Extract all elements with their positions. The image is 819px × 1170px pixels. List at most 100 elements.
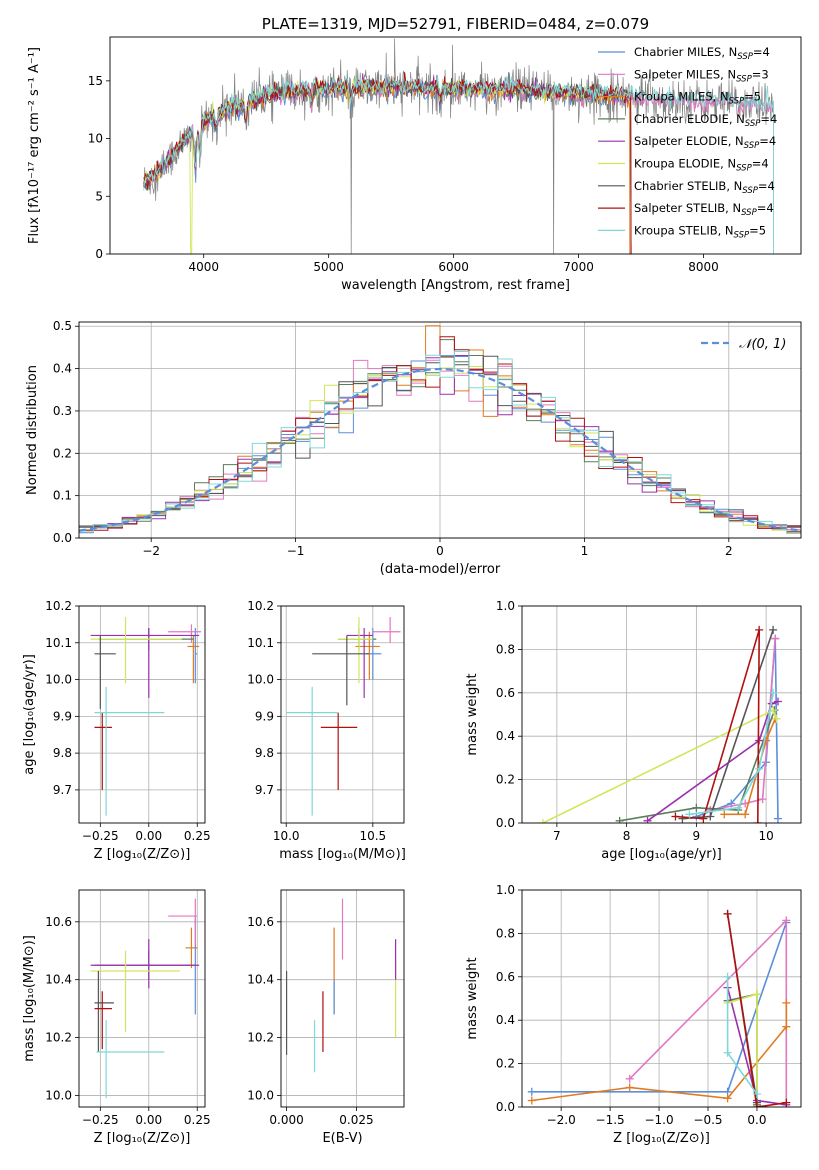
data-point-marker <box>734 803 743 812</box>
series-line <box>619 709 776 822</box>
legend-entry: 𝒩(0, 1) <box>739 337 786 352</box>
legend-entry: Chabrier ELODIE, NSSP=4 <box>634 112 777 129</box>
series-line <box>724 718 776 816</box>
data-point-marker <box>755 625 764 634</box>
legend-entry: Chabrier STELIB, NSSP=4 <box>634 179 775 196</box>
y-axis-label: mass weight <box>465 673 480 755</box>
error-bar-point <box>90 617 182 684</box>
legend-entry: Kroupa MILES, NSSP=5 <box>634 90 761 107</box>
y-tick-label: 10.1 <box>247 636 274 650</box>
data-point-marker <box>752 1103 761 1107</box>
panel-mass_Z: −0.25 0.00 0.25 10.0 10.2 10.4 10.6 Z [log₁₀(Z/… <box>22 889 211 1146</box>
y-tick-label: 10.4 <box>247 973 274 987</box>
x-tick-label: 0.0 <box>747 1113 766 1127</box>
data-point-marker <box>671 812 680 821</box>
data-point-marker <box>625 1074 634 1083</box>
y-tick-label: 9.7 <box>255 783 274 797</box>
error-bar-point <box>94 686 165 816</box>
series-line <box>647 700 779 822</box>
panel-age_Z: −0.25 0.00 0.25 9.7 9.8 9.9 10.0 10.1 10.2 Z [log… <box>22 599 211 862</box>
data-point-marker <box>527 1096 536 1105</box>
data-point-marker <box>699 814 708 823</box>
y-tick-label: 0.0 <box>496 1100 515 1114</box>
y-tick-label: 10.4 <box>45 973 72 987</box>
y-tick-label: 0 <box>95 247 103 261</box>
error-bar-point <box>90 628 200 698</box>
x-tick-label: 7 <box>553 829 561 843</box>
observed-spectrum <box>143 38 774 254</box>
x-tick-label: 0.25 <box>184 829 211 843</box>
x-tick-label: −1.5 <box>596 1113 625 1127</box>
data-point-marker <box>755 764 764 773</box>
series <box>723 909 791 1107</box>
error-bar-point <box>194 628 198 684</box>
y-tick-label: 10.6 <box>247 915 274 929</box>
axes-frame <box>78 605 206 824</box>
y-tick-label: 0.2 <box>53 446 72 460</box>
data-point-marker <box>771 634 780 643</box>
x-axis-label: age [log₁₀(age/yr)] <box>601 847 722 862</box>
data-point-marker <box>782 1098 791 1107</box>
data-point-marker <box>685 810 694 819</box>
data-point-marker <box>773 697 782 706</box>
y-tick-label: 10.6 <box>45 915 72 929</box>
data-point-marker <box>753 819 762 823</box>
data-point-marker <box>615 816 624 823</box>
data-point-marker <box>772 714 781 723</box>
y-tick-label: 10.2 <box>45 599 72 613</box>
x-tick-label: 1 <box>581 544 589 558</box>
y-tick-label: 10.2 <box>247 1031 274 1045</box>
x-tick-label: 8000 <box>688 260 719 274</box>
residual-histogram <box>79 351 801 534</box>
x-tick-label: 0.025 <box>339 1113 373 1127</box>
x-tick-label: 8 <box>623 829 631 843</box>
legend-entry: Kroupa STELIB, NSSP=5 <box>634 223 766 240</box>
data-point-marker <box>769 688 778 697</box>
y-tick-label: 10.0 <box>247 1088 274 1102</box>
y-tick-label: 9.8 <box>255 746 274 760</box>
x-tick-label: 5000 <box>313 260 344 274</box>
error-bar-point <box>90 950 180 1032</box>
x-tick-label: −1.0 <box>644 1113 673 1127</box>
data-point-marker <box>752 1089 761 1098</box>
data-point-marker <box>782 1022 791 1031</box>
y-axis-label: Normed distribution <box>25 365 40 495</box>
x-tick-label: 2 <box>725 544 733 558</box>
data-point-marker <box>773 814 782 823</box>
series <box>615 706 779 823</box>
error-bar-point <box>94 971 114 1053</box>
x-tick-label: −2 <box>142 544 160 558</box>
series-line <box>689 692 774 816</box>
x-axis-label: Z [log₁₀(Z/Z⊙)] <box>613 1131 710 1146</box>
y-tick-label: 15 <box>88 74 103 88</box>
x-axis-label: (data-model)/error <box>380 562 501 577</box>
data-point-marker <box>782 916 791 925</box>
x-tick-label: 10.5 <box>359 829 386 843</box>
x-tick-label: 10 <box>758 829 773 843</box>
panel-massweight_Z: −2.0 −1.5 −1.0 −0.5 0.0 0.0 0.2 0.4 0.6 0.8 1.0 Z [… <box>465 883 802 1146</box>
model-spectrum-line <box>143 79 631 254</box>
y-axis-label: age [log₁₀(age/yr)] <box>22 654 37 775</box>
x-axis-label: Z [log₁₀(Z/Z⊙)] <box>94 847 191 862</box>
axes-frame <box>521 605 802 824</box>
x-axis-label: mass [log₁₀(M/M⊙)] <box>279 847 406 862</box>
x-tick-label: 10.0 <box>273 829 300 843</box>
y-tick-label: 10.1 <box>45 636 72 650</box>
legend-entry: Salpeter STELIB, NSSP=4 <box>634 201 774 218</box>
chart-title: PLATE=1319, MJD=52791, FIBERID=0484, z=0… <box>262 15 649 33</box>
x-tick-label: −0.25 <box>82 1113 119 1127</box>
y-tick-label: 9.9 <box>255 709 274 723</box>
y-tick-label: 0.6 <box>496 686 515 700</box>
y-axis-label: Flux [fλ10⁻¹⁷ erg cm⁻² s⁻¹ A⁻¹] <box>27 47 42 244</box>
series-line <box>726 913 787 1107</box>
data-point-marker <box>769 625 778 634</box>
x-axis-label: wavelength [Angstrom, rest frame] <box>341 278 570 293</box>
data-point-marker <box>643 816 652 823</box>
y-tick-label: 0.4 <box>53 362 72 376</box>
error-bar-point <box>168 624 202 643</box>
x-axis-label: Z [log₁₀(Z/Z⊙)] <box>94 1131 191 1146</box>
normal-distribution-curve <box>79 367 801 532</box>
y-tick-label: 0.8 <box>496 926 515 940</box>
data-point-marker <box>723 909 732 918</box>
error-bar-point <box>312 635 370 706</box>
